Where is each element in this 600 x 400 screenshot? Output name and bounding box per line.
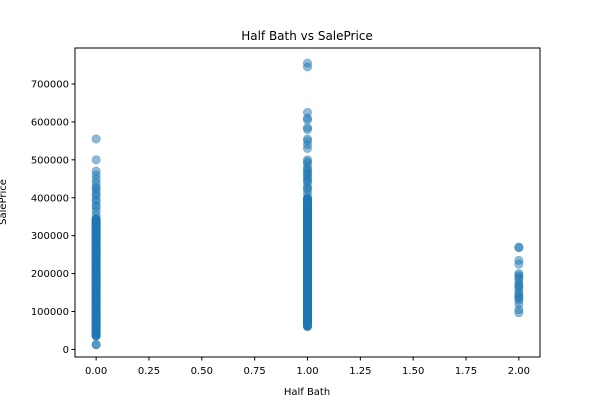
x-tick-label: 2.00 — [508, 366, 530, 377]
chart-title: Half Bath vs SalePrice — [241, 29, 373, 43]
x-axis-ticks: 0.00 0.25 0.50 0.75 1.00 1.25 1.50 1.75 2.00 — [85, 357, 530, 377]
x-tick-label: 1.50 — [402, 366, 424, 377]
x-tick-label: 0.00 — [85, 366, 107, 377]
data-point — [91, 339, 101, 349]
x-tick-label: 0.25 — [138, 366, 160, 377]
x-axis-label: Half Bath — [284, 387, 330, 398]
data-point — [302, 58, 312, 68]
data-point — [514, 269, 524, 279]
y-tick-label: 500000 — [31, 155, 69, 166]
x-tick-label: 0.50 — [191, 366, 213, 377]
data-point — [302, 155, 312, 165]
data-point — [302, 134, 312, 144]
x-tick-label: 1.00 — [296, 366, 318, 377]
data-point — [514, 242, 524, 252]
data-point — [91, 166, 101, 176]
data-points — [91, 58, 524, 350]
x-tick-label: 0.75 — [244, 366, 266, 377]
y-tick-label: 100000 — [31, 307, 69, 318]
y-tick-label: 400000 — [31, 193, 69, 204]
data-point — [91, 155, 101, 165]
y-tick-label: 300000 — [31, 231, 69, 242]
y-tick-label: 200000 — [31, 269, 69, 280]
data-point — [302, 123, 312, 133]
y-tick-label: 600000 — [31, 117, 69, 128]
x-tick-label: 1.25 — [349, 366, 371, 377]
data-point — [302, 107, 312, 117]
y-axis-label: SalePrice — [0, 179, 9, 225]
y-axis-ticks: 0 100000 200000 300000 400000 500000 600000 700… — [31, 80, 75, 356]
y-tick-label: 700000 — [31, 80, 69, 91]
data-point — [91, 134, 101, 144]
y-tick-label: 0 — [63, 345, 69, 356]
data-point — [514, 255, 524, 265]
x-tick-label: 1.75 — [455, 366, 477, 377]
